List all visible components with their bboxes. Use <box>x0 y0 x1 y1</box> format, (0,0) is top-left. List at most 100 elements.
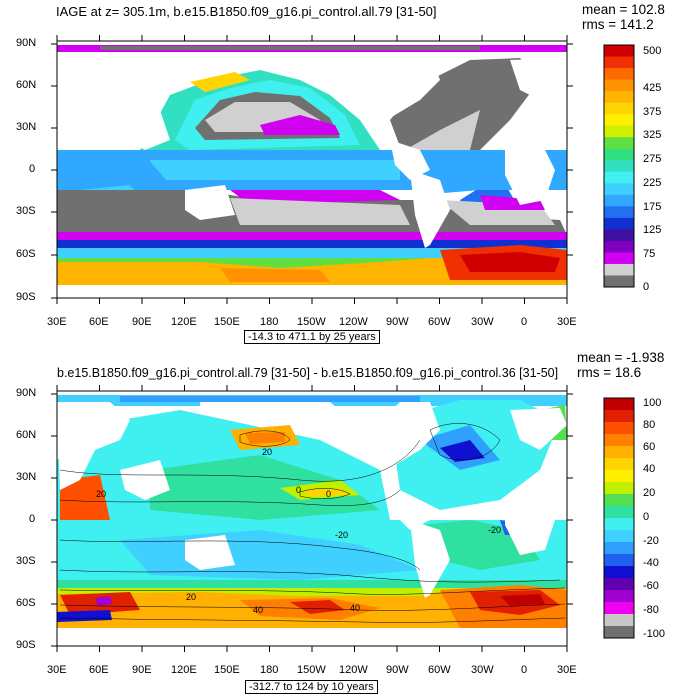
colorbar-label: -40 <box>643 557 659 569</box>
bottom-lat-ticks <box>51 393 573 647</box>
colorbar-frame <box>603 397 635 639</box>
colorbar-swatch <box>604 91 634 104</box>
colorbar-swatch <box>604 171 634 184</box>
bottom-lon-label: 60E <box>89 664 109 676</box>
bottom-lon-label: 90W <box>386 664 409 676</box>
colorbar-frame <box>603 44 635 288</box>
contour-label: -20 <box>335 530 348 540</box>
colorbar-swatch <box>604 206 634 219</box>
top-map <box>57 41 567 298</box>
colorbar-swatch <box>604 79 634 92</box>
bottom-lon-label: 150E <box>214 664 240 676</box>
colorbar-swatch <box>604 183 634 196</box>
contour-label-group: 0 -20 -20 20 20 0 20 40 40 <box>96 447 501 615</box>
colorbar-swatch <box>604 263 634 276</box>
contour-label: -20 <box>488 525 501 535</box>
colorbar-label: -20 <box>643 535 659 547</box>
top-lon-label: 120E <box>171 316 197 328</box>
colorbar-swatch <box>604 626 634 639</box>
top-panel-title: IAGE at z= 305.1m, b.e15.B1850.f09_g16.p… <box>56 4 437 19</box>
colorbar-swatch <box>604 410 634 423</box>
colorbar-swatch <box>604 137 634 150</box>
bottom-lat-label: 60S <box>16 597 36 609</box>
colorbar-label: 125 <box>643 224 662 236</box>
top-lon-label: 30W <box>471 316 494 328</box>
top-lon-label: 150W <box>297 316 326 328</box>
colorbar-label: 175 <box>643 201 662 213</box>
bottom-range-label: -312.7 to 124 by 10 years <box>245 680 378 694</box>
colorbar-swatch <box>604 148 634 161</box>
bottom-panel-mean: mean = -1.938 <box>577 350 665 365</box>
bottom-lat-label: 30N <box>16 471 37 483</box>
bottom-lon-label: 0 <box>521 664 528 676</box>
colorbar-swatch <box>604 434 634 447</box>
bottom-lat-label: 90N <box>16 387 37 399</box>
colorbar-swatch <box>604 494 634 507</box>
colorbar-swatch <box>604 194 634 207</box>
colorbar-swatch <box>604 470 634 483</box>
colorbar-swatch <box>604 482 634 495</box>
colorbar-label: 20 <box>643 487 656 499</box>
bottom-map <box>57 391 567 646</box>
colorbar-swatch <box>604 125 634 138</box>
colorbar-label: 425 <box>643 82 662 94</box>
colorbar-label: -80 <box>643 604 659 616</box>
top-lat-label: 30N <box>16 121 37 133</box>
colorbar-swatch <box>604 446 634 459</box>
top-lat-label: 60N <box>16 79 37 91</box>
colorbar-swatch <box>604 56 634 69</box>
top-lon-ticks <box>56 35 568 304</box>
colorbar-swatch <box>604 506 634 519</box>
colorbar-swatch <box>604 614 634 627</box>
colorbar-swatch <box>604 422 634 435</box>
bottom-lon-label: 30E <box>47 664 67 676</box>
colorbar-label: 275 <box>643 153 662 165</box>
contour-label: 20 <box>96 489 106 499</box>
top-panel-rms: rms = 141.2 <box>582 17 654 32</box>
colorbar-label: 75 <box>643 248 656 260</box>
colorbar-label: 40 <box>643 463 656 475</box>
colorbar-swatch <box>604 554 634 567</box>
colorbar-label: -60 <box>643 580 659 592</box>
top-lon-label: 90W <box>386 316 409 328</box>
colorbar-label: 500 <box>643 45 662 57</box>
colorbar-swatch <box>604 102 634 115</box>
colorbar-swatch <box>604 398 634 411</box>
top-colorbar <box>603 44 635 288</box>
bottom-lat-label: 30S <box>16 555 36 567</box>
colorbar-swatch <box>604 45 634 58</box>
colorbar-swatch <box>604 518 634 531</box>
top-panel-mean: mean = 102.8 <box>582 2 665 17</box>
bottom-lon-label: 180 <box>260 664 279 676</box>
colorbar-swatch <box>604 530 634 543</box>
colorbar-swatch <box>604 114 634 127</box>
colorbar-label: 225 <box>643 177 662 189</box>
top-lon-label: 60E <box>89 316 109 328</box>
top-lat-label: 30S <box>16 205 36 217</box>
bottom-lon-label: 120E <box>171 664 197 676</box>
contour-label: 20 <box>186 592 196 602</box>
colorbar-swatch <box>604 578 634 591</box>
colorbar-swatch <box>604 240 634 253</box>
bottom-lon-label: 90E <box>132 664 152 676</box>
colorbar-swatch <box>604 590 634 603</box>
colorbar-swatch <box>604 542 634 555</box>
contour-label: 40 <box>350 603 360 613</box>
top-lon-label: 0 <box>521 316 528 328</box>
bottom-lon-label: 30E <box>557 664 577 676</box>
top-lat-label: 90S <box>16 291 36 303</box>
colorbar-swatch <box>604 252 634 265</box>
bottom-panel-rms: rms = 18.6 <box>577 365 642 380</box>
colorbar-swatch <box>604 602 634 615</box>
bottom-lon-ticks <box>56 385 568 652</box>
colorbar-label: 60 <box>643 441 656 453</box>
colorbar-swatch <box>604 566 634 579</box>
colorbar-label: 0 <box>643 511 650 523</box>
contour-label: 40 <box>253 605 263 615</box>
contour-label: 0 <box>326 489 331 499</box>
top-lon-label: 150E <box>214 316 240 328</box>
colorbar-label: 375 <box>643 106 662 118</box>
colorbar-swatch <box>604 160 634 173</box>
colorbar-swatch <box>604 275 634 288</box>
